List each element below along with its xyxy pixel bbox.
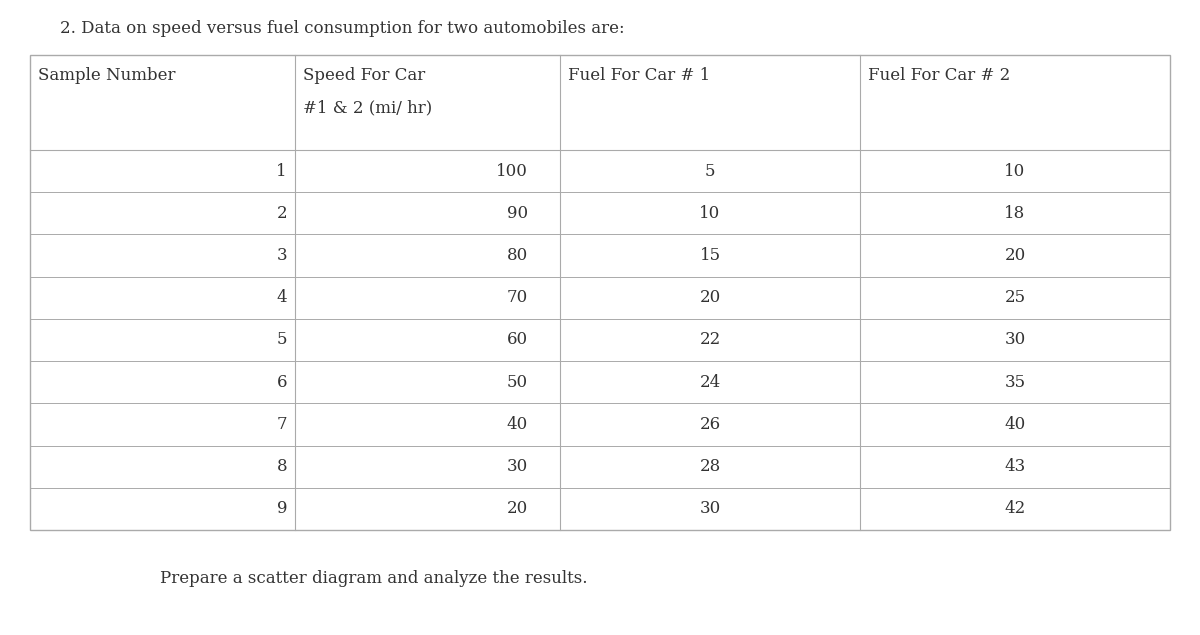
Text: 2: 2: [276, 205, 287, 222]
Text: 100: 100: [496, 163, 528, 180]
Text: 5: 5: [276, 331, 287, 349]
Text: 22: 22: [700, 331, 721, 349]
Text: 18: 18: [1004, 205, 1026, 222]
Text: 30: 30: [506, 458, 528, 475]
Text: 25: 25: [1004, 290, 1026, 306]
Text: #1 & 2 (mi/ hr): #1 & 2 (mi/ hr): [302, 99, 432, 116]
Text: 1: 1: [276, 163, 287, 180]
Bar: [30, 55, 1170, 530]
Text: 20: 20: [1004, 247, 1026, 264]
Text: Speed For Car: Speed For Car: [302, 67, 425, 84]
Text: 40: 40: [1004, 416, 1026, 433]
Text: 60: 60: [506, 331, 528, 349]
Text: 5: 5: [704, 163, 715, 180]
Text: 3: 3: [276, 247, 287, 264]
Text: Sample Number: Sample Number: [38, 67, 175, 84]
Text: 30: 30: [1004, 331, 1026, 349]
Text: Fuel For Car # 2: Fuel For Car # 2: [868, 67, 1010, 84]
Text: 43: 43: [1004, 458, 1026, 475]
Text: 80: 80: [506, 247, 528, 264]
Text: 15: 15: [700, 247, 720, 264]
Text: 26: 26: [700, 416, 720, 433]
Text: 4: 4: [276, 290, 287, 306]
Text: 8: 8: [276, 458, 287, 475]
Text: 20: 20: [700, 290, 721, 306]
Text: 6: 6: [276, 374, 287, 391]
Text: 10: 10: [1004, 163, 1026, 180]
Text: 35: 35: [1004, 374, 1026, 391]
Text: 30: 30: [700, 500, 721, 518]
Text: 40: 40: [506, 416, 528, 433]
Text: 90: 90: [506, 205, 528, 222]
Text: 10: 10: [700, 205, 721, 222]
Text: 20: 20: [506, 500, 528, 518]
Text: 9: 9: [276, 500, 287, 518]
Text: 70: 70: [506, 290, 528, 306]
Text: 28: 28: [700, 458, 721, 475]
Text: 7: 7: [276, 416, 287, 433]
Text: 24: 24: [700, 374, 721, 391]
Text: 50: 50: [506, 374, 528, 391]
Text: 42: 42: [1004, 500, 1026, 518]
Text: Prepare a scatter diagram and analyze the results.: Prepare a scatter diagram and analyze th…: [160, 570, 588, 587]
Text: Fuel For Car # 1: Fuel For Car # 1: [568, 67, 710, 84]
Text: 2. Data on speed versus fuel consumption for two automobiles are:: 2. Data on speed versus fuel consumption…: [60, 20, 625, 37]
